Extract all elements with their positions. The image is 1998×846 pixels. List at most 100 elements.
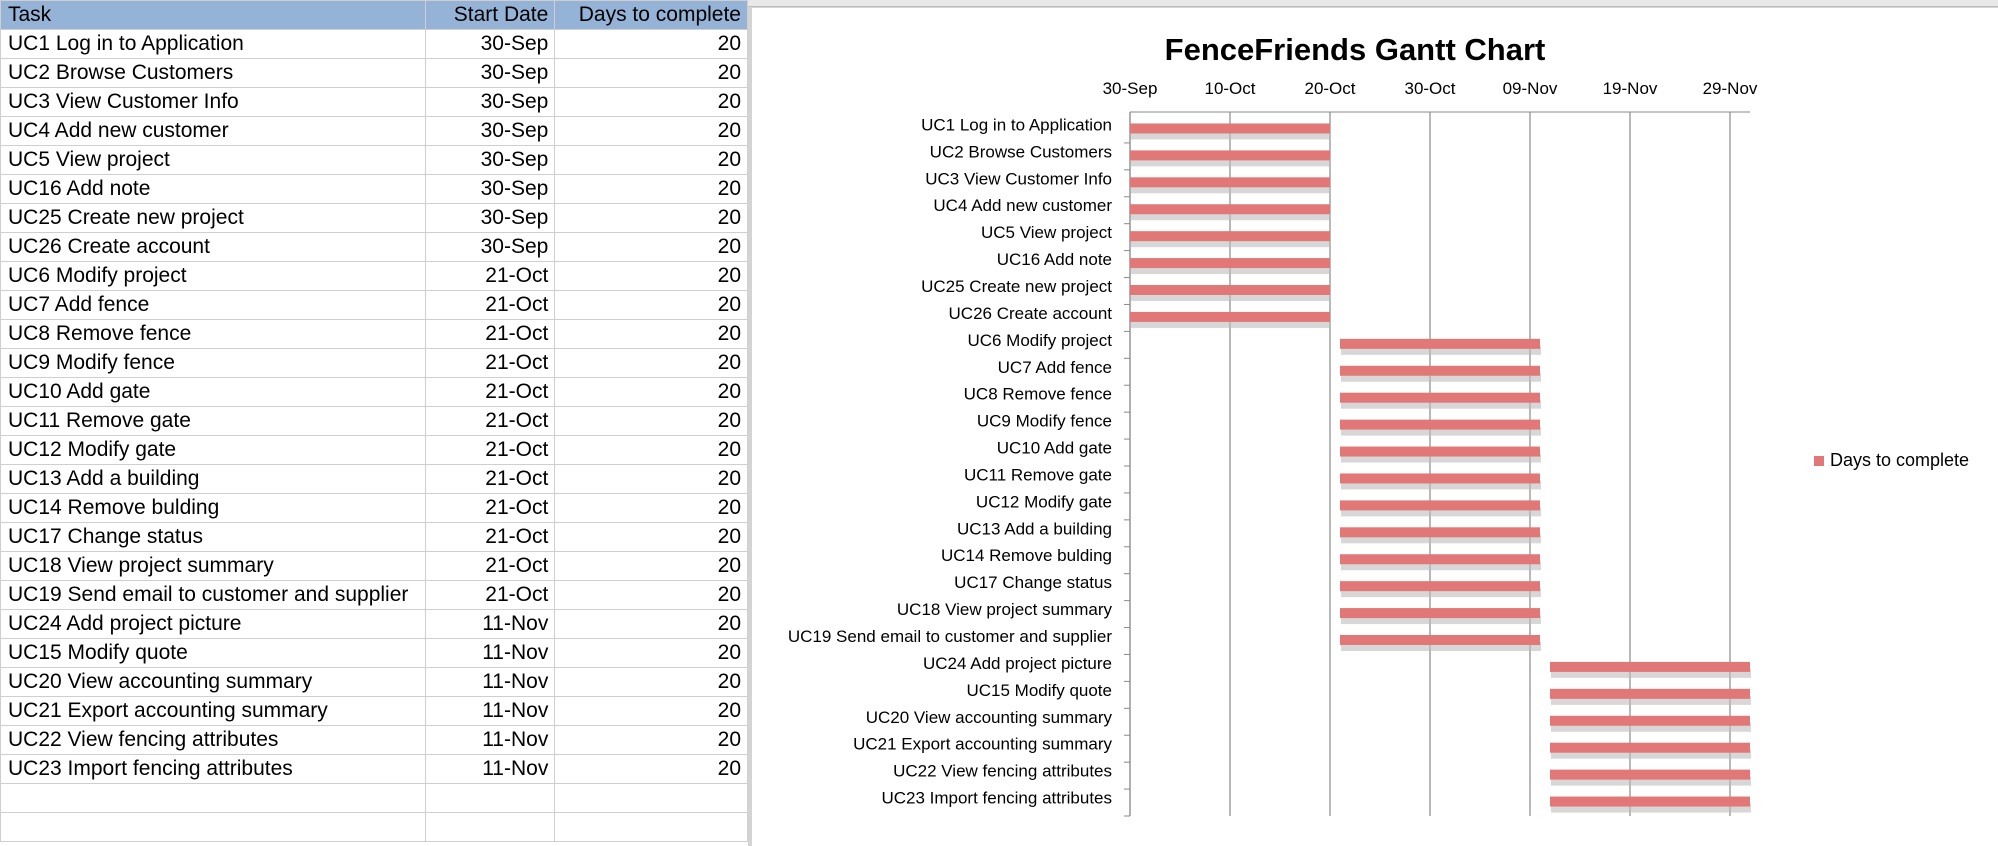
start-date-cell[interactable]: 30-Sep	[424, 87, 556, 117]
days-cell[interactable]: 20	[554, 580, 748, 610]
days-cell[interactable]: 20	[554, 406, 748, 436]
empty-cell[interactable]	[424, 783, 556, 813]
days-cell[interactable]: 20	[554, 174, 748, 204]
task-cell[interactable]: UC9 Modify fence	[0, 348, 426, 378]
start-date-cell[interactable]: 11-Nov	[424, 609, 556, 639]
task-cell[interactable]: UC15 Modify quote	[0, 638, 426, 668]
task-cell[interactable]: UC10 Add gate	[0, 377, 426, 407]
task-cell[interactable]: UC23 Import fencing attributes	[0, 754, 426, 784]
empty-cell[interactable]	[554, 783, 748, 813]
days-cell[interactable]: 20	[554, 638, 748, 668]
start-date-cell[interactable]: 21-Oct	[424, 493, 556, 523]
x-tick-label: 19-Nov	[1603, 79, 1658, 98]
days-cell[interactable]: 20	[554, 145, 748, 175]
start-date-cell[interactable]: 21-Oct	[424, 290, 556, 320]
task-cell[interactable]: UC1 Log in to Application	[0, 29, 426, 59]
task-cell[interactable]: UC26 Create account	[0, 232, 426, 262]
start-date-cell[interactable]: 30-Sep	[424, 116, 556, 146]
task-cell[interactable]: UC5 View project	[0, 145, 426, 175]
start-date-cell[interactable]: 21-Oct	[424, 551, 556, 581]
start-date-cell[interactable]: 11-Nov	[424, 725, 556, 755]
start-date-cell[interactable]: 11-Nov	[424, 638, 556, 668]
table-row: UC13 Add a building 21-Oct 20	[0, 464, 748, 494]
days-cell[interactable]: 20	[554, 551, 748, 581]
days-cell[interactable]: 20	[554, 522, 748, 552]
start-date-cell[interactable]: 11-Nov	[424, 696, 556, 726]
start-date-cell[interactable]: 11-Nov	[424, 754, 556, 784]
task-cell[interactable]: UC25 Create new project	[0, 203, 426, 233]
start-date-cell[interactable]: 21-Oct	[424, 580, 556, 610]
task-cell[interactable]: UC3 View Customer Info	[0, 87, 426, 117]
empty-cell[interactable]	[554, 812, 748, 842]
days-cell[interactable]: 20	[554, 493, 748, 523]
task-cell[interactable]: UC8 Remove fence	[0, 319, 426, 349]
task-cell[interactable]: UC6 Modify project	[0, 261, 426, 291]
header-cell-days[interactable]: Days to complete	[554, 0, 748, 30]
days-cell[interactable]: 20	[554, 29, 748, 59]
days-cell[interactable]: 20	[554, 377, 748, 407]
task-cell[interactable]: UC2 Browse Customers	[0, 58, 426, 88]
header-cell-start-date[interactable]: Start Date	[424, 0, 556, 30]
spreadsheet-grid[interactable]: Task Start Date Days to complete UC1 Log…	[0, 0, 748, 846]
empty-cell[interactable]	[0, 812, 426, 842]
days-cell[interactable]: 20	[554, 87, 748, 117]
table-row: UC8 Remove fence 21-Oct 20	[0, 319, 748, 349]
start-date-cell[interactable]: 30-Sep	[424, 58, 556, 88]
days-cell[interactable]: 20	[554, 725, 748, 755]
start-date-cell[interactable]: 21-Oct	[424, 348, 556, 378]
task-cell[interactable]: UC20 View accounting summary	[0, 667, 426, 697]
start-date-cell[interactable]: 21-Oct	[424, 377, 556, 407]
start-date-cell[interactable]: 30-Sep	[424, 232, 556, 262]
task-cell[interactable]: UC24 Add project picture	[0, 609, 426, 639]
y-category-label: UC1 Log in to Application	[921, 115, 1112, 134]
task-cell[interactable]: UC14 Remove bulding	[0, 493, 426, 523]
days-cell[interactable]: 20	[554, 116, 748, 146]
table-row: UC1 Log in to Application 30-Sep 20	[0, 29, 748, 59]
start-date-cell[interactable]: 21-Oct	[424, 464, 556, 494]
days-cell[interactable]: 20	[554, 261, 748, 291]
days-cell[interactable]: 20	[554, 435, 748, 465]
task-cell[interactable]: UC22 View fencing attributes	[0, 725, 426, 755]
start-date-cell[interactable]: 30-Sep	[424, 145, 556, 175]
days-cell[interactable]: 20	[554, 232, 748, 262]
task-cell[interactable]: UC12 Modify gate	[0, 435, 426, 465]
days-cell[interactable]: 20	[554, 319, 748, 349]
start-date-cell[interactable]: 30-Sep	[424, 29, 556, 59]
start-date-cell[interactable]: 21-Oct	[424, 319, 556, 349]
task-bar	[1340, 554, 1540, 565]
empty-cell[interactable]	[424, 812, 556, 842]
days-cell[interactable]: 20	[554, 754, 748, 784]
task-cell[interactable]: UC4 Add new customer	[0, 116, 426, 146]
start-date-cell[interactable]: 30-Sep	[424, 203, 556, 233]
days-cell[interactable]: 20	[554, 667, 748, 697]
task-cell[interactable]: UC19 Send email to customer and supplier	[0, 580, 426, 610]
y-category-label: UC10 Add gate	[997, 439, 1112, 458]
days-cell[interactable]: 20	[554, 348, 748, 378]
task-cell[interactable]: UC17 Change status	[0, 522, 426, 552]
y-category-label: UC22 View fencing attributes	[893, 762, 1112, 781]
days-cell[interactable]: 20	[554, 203, 748, 233]
header-cell-task[interactable]: Task	[0, 0, 426, 30]
task-cell[interactable]: UC21 Export accounting summary	[0, 696, 426, 726]
bar-shadow	[1131, 184, 1331, 194]
y-category-label: UC23 Import fencing attributes	[881, 789, 1112, 808]
start-date-cell[interactable]: 21-Oct	[424, 406, 556, 436]
days-cell[interactable]: 20	[554, 290, 748, 320]
days-cell[interactable]: 20	[554, 609, 748, 639]
start-date-cell[interactable]: 21-Oct	[424, 261, 556, 291]
start-date-cell[interactable]: 21-Oct	[424, 522, 556, 552]
start-date-cell[interactable]: 30-Sep	[424, 174, 556, 204]
start-date-cell[interactable]: 21-Oct	[424, 435, 556, 465]
task-cell[interactable]: UC11 Remove gate	[0, 406, 426, 436]
days-cell[interactable]: 20	[554, 58, 748, 88]
task-cell[interactable]: UC13 Add a building	[0, 464, 426, 494]
task-cell[interactable]: UC7 Add fence	[0, 290, 426, 320]
start-date-cell[interactable]: 11-Nov	[424, 667, 556, 697]
task-cell[interactable]: UC16 Add note	[0, 174, 426, 204]
task-cell[interactable]: UC18 View project summary	[0, 551, 426, 581]
days-cell[interactable]: 20	[554, 696, 748, 726]
empty-cell[interactable]	[0, 783, 426, 813]
gantt-chart-panel[interactable]: FenceFriends Gantt Chart 30-Sep 10-Oct 20-…	[752, 8, 1998, 846]
y-category-label: UC15 Modify quote	[966, 681, 1112, 700]
days-cell[interactable]: 20	[554, 464, 748, 494]
